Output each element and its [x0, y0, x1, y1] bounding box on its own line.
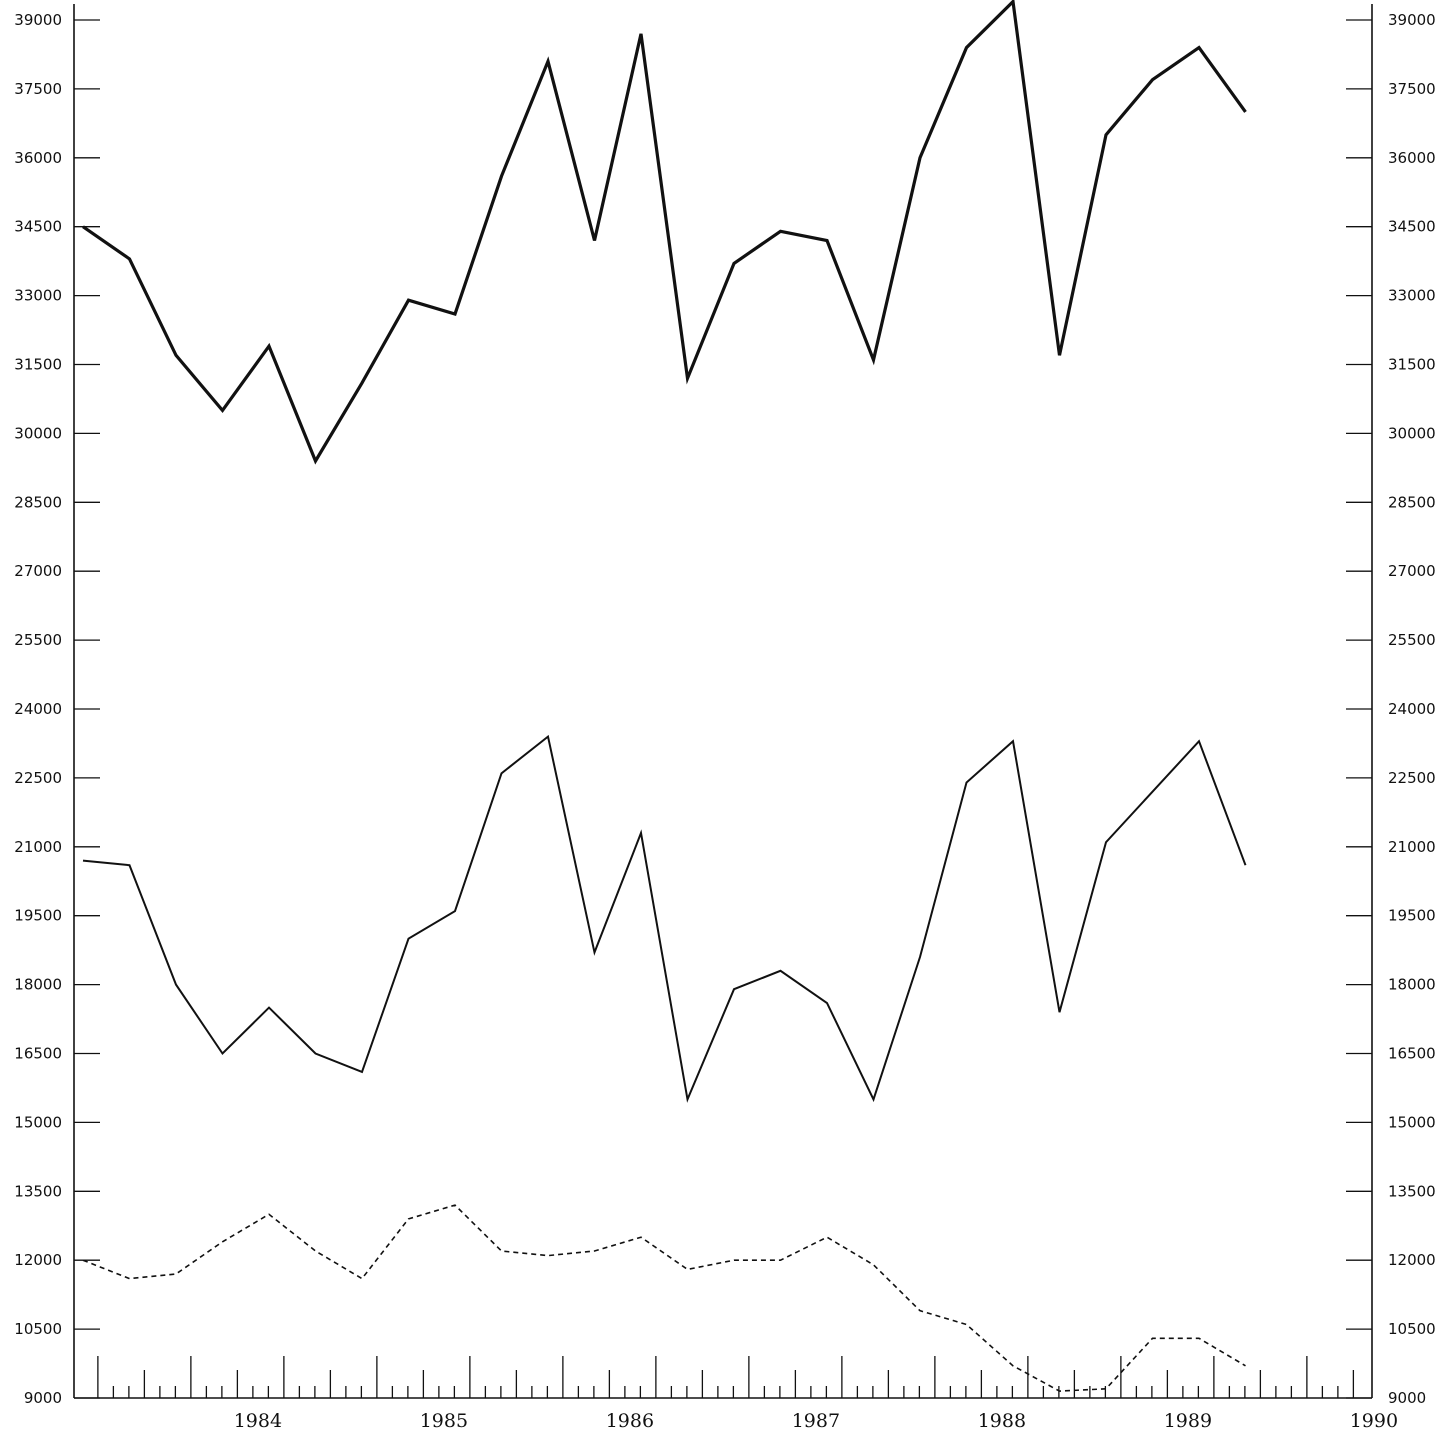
right-y-tick-label: 36000: [1388, 149, 1436, 167]
x-tick-label: 1984: [234, 1410, 282, 1430]
left-y-tick-label: 21000: [14, 838, 62, 856]
x-tick-label: 1990: [1350, 1410, 1398, 1430]
right-y-tick-label: 37500: [1388, 80, 1436, 98]
right-y-axis-ticks: 9000 10500 12000 13500 15000 16500 18000 19500 2…: [1346, 11, 1436, 1407]
right-y-tick-label: 10500: [1388, 1320, 1436, 1338]
right-y-tick-label: 25500: [1388, 631, 1436, 649]
right-y-tick-label: 21000: [1388, 838, 1436, 856]
axes: [73, 4, 1373, 1399]
right-y-tick-label: 13500: [1388, 1182, 1436, 1200]
series-3-line: [82, 1204, 1246, 1392]
right-y-tick-label: 28500: [1388, 493, 1436, 511]
right-y-tick-label: 16500: [1388, 1045, 1436, 1063]
left-y-tick-label: 27000: [14, 562, 62, 580]
left-y-tick-label: 12000: [14, 1251, 62, 1269]
left-y-tick-label: 39000: [14, 11, 62, 29]
series-2-line: [82, 734, 1247, 1103]
x-tick-label: 1987: [792, 1410, 840, 1430]
left-y-tick-label: 33000: [14, 287, 62, 305]
right-y-tick-label: 31500: [1388, 356, 1436, 374]
left-y-tick-label: 13500: [14, 1182, 62, 1200]
left-y-axis-ticks: 9000 10500 12000 13500 15000 16500 18000 19500 2…: [14, 11, 100, 1407]
series-layer: [82, 0, 1247, 1392]
x-axis-ticks: 1984 1985 1986 1987 1988 1989 1990: [97, 1356, 1398, 1430]
left-y-tick-label: 30000: [14, 424, 62, 442]
right-y-tick-label: 34500: [1388, 218, 1436, 236]
right-y-tick-label: 33000: [1388, 287, 1436, 305]
right-y-tick-label: 18000: [1388, 976, 1436, 994]
x-tick-label: 1985: [420, 1410, 468, 1430]
x-tick-label: 1989: [1164, 1410, 1212, 1430]
left-y-tick-label: 37500: [14, 80, 62, 98]
left-y-tick-label: 18000: [14, 976, 62, 994]
left-y-tick-label: 34500: [14, 218, 62, 236]
x-tick-label: 1988: [978, 1410, 1026, 1430]
left-y-tick-label: 10500: [14, 1320, 62, 1338]
left-y-tick-label: 22500: [14, 769, 62, 787]
left-y-tick-label: 19500: [14, 907, 62, 925]
left-y-tick-label: 24000: [14, 700, 62, 718]
left-y-tick-label: 25500: [14, 631, 62, 649]
left-y-tick-label: 36000: [14, 149, 62, 167]
right-y-tick-label: 24000: [1388, 700, 1436, 718]
left-y-tick-label: 9000: [24, 1389, 62, 1407]
right-y-tick-label: 30000: [1388, 424, 1436, 442]
left-y-tick-label: 16500: [14, 1045, 62, 1063]
right-y-tick-label: 9000: [1388, 1389, 1426, 1407]
right-y-tick-label: 27000: [1388, 562, 1436, 580]
left-y-tick-label: 15000: [14, 1113, 62, 1131]
series-1-line: [82, 0, 1247, 465]
right-y-tick-label: 12000: [1388, 1251, 1436, 1269]
right-y-tick-label: 19500: [1388, 907, 1436, 925]
right-y-tick-label: 22500: [1388, 769, 1436, 787]
x-tick-label: 1986: [606, 1410, 654, 1430]
right-y-tick-label: 15000: [1388, 1113, 1436, 1131]
left-y-tick-label: 31500: [14, 356, 62, 374]
right-y-tick-label: 39000: [1388, 11, 1436, 29]
left-y-tick-label: 28500: [14, 493, 62, 511]
